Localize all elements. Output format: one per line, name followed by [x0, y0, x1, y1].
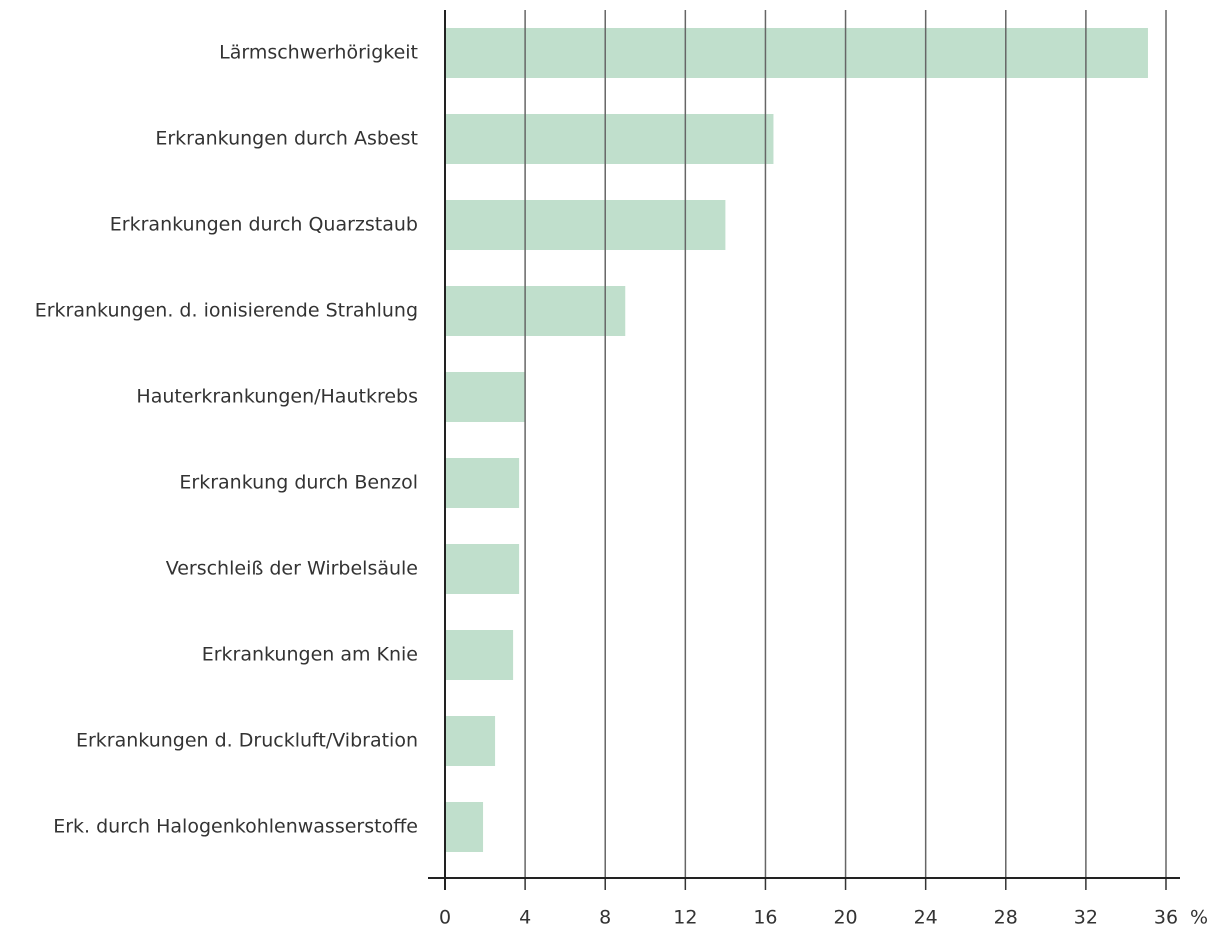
y-tick-label: Erk. durch Halogenkohlenwasserstoffe [53, 816, 418, 838]
x-tick-label: 24 [914, 907, 938, 929]
bar [445, 372, 526, 422]
y-tick-label: Verschleiß der Wirbelsäule [166, 558, 418, 580]
y-tick-label: Erkrankungen am Knie [202, 644, 418, 666]
bar [445, 200, 726, 250]
x-tick-label: 32 [1074, 907, 1098, 929]
x-tick-label: 28 [994, 907, 1018, 929]
y-tick-label: Erkrankungen durch Asbest [155, 128, 418, 150]
x-tick-label: 12 [673, 907, 697, 929]
x-tick-label: 20 [833, 907, 857, 929]
x-tick-label: 0 [439, 907, 451, 929]
x-tick-label: 4 [519, 907, 531, 929]
x-tick-label: 8 [599, 907, 611, 929]
y-tick-label: Erkrankungen d. Druckluft/Vibration [76, 730, 418, 752]
bar [445, 630, 514, 680]
bar [445, 458, 520, 508]
y-tick-label: Lärmschwerhörigkeit [219, 42, 418, 64]
x-axis-unit: % [1190, 907, 1208, 929]
bar [445, 802, 484, 852]
x-tick-label: 16 [753, 907, 777, 929]
bar [445, 28, 1148, 78]
y-tick-label: Erkrankungen durch Quarzstaub [110, 214, 418, 236]
y-tick-label: Hauterkrankungen/Hautkrebs [136, 386, 418, 408]
y-tick-label: Erkrankung durch Benzol [179, 472, 418, 494]
y-tick-label: Erkrankungen. d. ionisierende Strahlung [35, 300, 418, 322]
bar [445, 544, 520, 594]
bar [445, 716, 496, 766]
bar [445, 114, 774, 164]
bar [445, 286, 626, 336]
x-tick-label: 36 [1154, 907, 1178, 929]
